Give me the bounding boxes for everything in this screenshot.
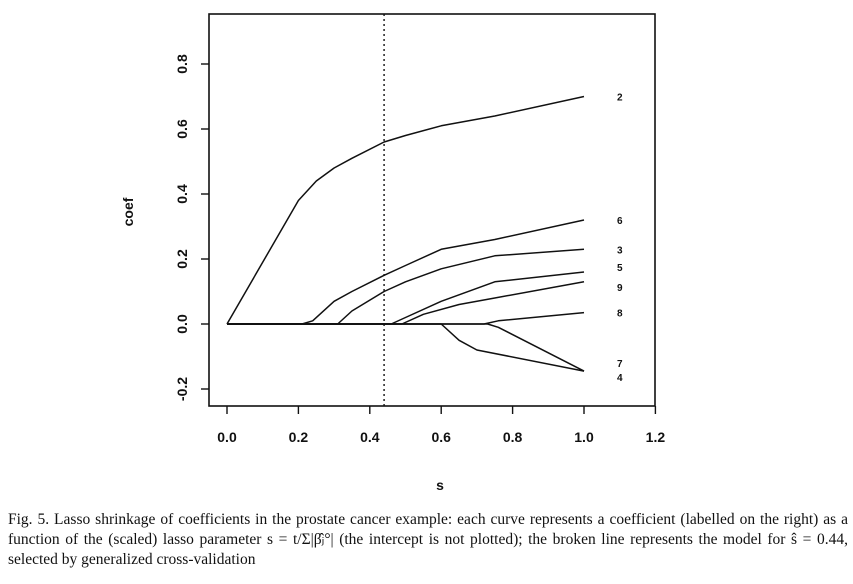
y-tick-label: 0.6 xyxy=(174,119,190,139)
series-line-5 xyxy=(227,271,585,325)
series-line-2 xyxy=(226,95,585,325)
figure-caption: Fig. 5. Lasso shrinkage of coefficients … xyxy=(8,510,848,570)
series-labels: 2 6 3 5 9 8 7 4 xyxy=(617,93,623,385)
x-axis: 0.0 0.2 0.4 0.6 0.8 1.0 1.2 xyxy=(217,406,665,445)
series-label-8: 8 xyxy=(617,309,623,320)
series-label-5: 5 xyxy=(617,263,623,274)
caption-line-1: Fig. 5. Lasso shrinkage of coefficients … xyxy=(8,511,605,528)
caption-line-3: is not plotted); the broken line represe… xyxy=(8,531,848,568)
x-tick-label: 0.6 xyxy=(431,429,451,445)
x-tick-label: 0.4 xyxy=(360,429,380,445)
caption-line-2: coefficient (labelled on the right) as a… xyxy=(8,511,849,548)
series-label-7: 7 xyxy=(617,359,623,370)
series-line-3 xyxy=(227,248,585,325)
y-axis-title: coef xyxy=(120,197,136,226)
series-label-4: 4 xyxy=(617,373,623,384)
lasso-chart: 0.0 0.2 0.4 0.6 0.8 1.0 1.2 -0.20.00.20.40.60.… xyxy=(120,13,665,493)
x-tick-label: 1.2 xyxy=(646,429,666,445)
x-axis-title: s xyxy=(436,477,444,493)
y-tick-label: 0.4 xyxy=(174,184,190,204)
plot-frame xyxy=(208,13,656,407)
series-line-7 xyxy=(227,323,585,372)
series-line-4 xyxy=(227,323,585,372)
series-lines xyxy=(226,95,585,372)
y-tick-label: 0.0 xyxy=(174,314,190,334)
y-tick-label: -0.2 xyxy=(174,377,190,401)
x-tick-label: 1.0 xyxy=(574,429,594,445)
series-label-3: 3 xyxy=(617,245,623,256)
y-axis: -0.2 0.0 0.2 0.4 0.6 0.8 xyxy=(174,54,209,401)
y-tick-label: 0.2 xyxy=(174,249,190,269)
series-label-9: 9 xyxy=(617,283,623,294)
series-line-6 xyxy=(227,219,585,325)
y-tick-label: 0.8 xyxy=(174,54,190,74)
series-label-6: 6 xyxy=(617,216,623,227)
series-label-2: 2 xyxy=(617,93,623,104)
x-tick-label: 0.2 xyxy=(289,429,309,445)
x-tick-label: 0.0 xyxy=(217,429,237,445)
x-tick-label: 0.8 xyxy=(503,429,523,445)
